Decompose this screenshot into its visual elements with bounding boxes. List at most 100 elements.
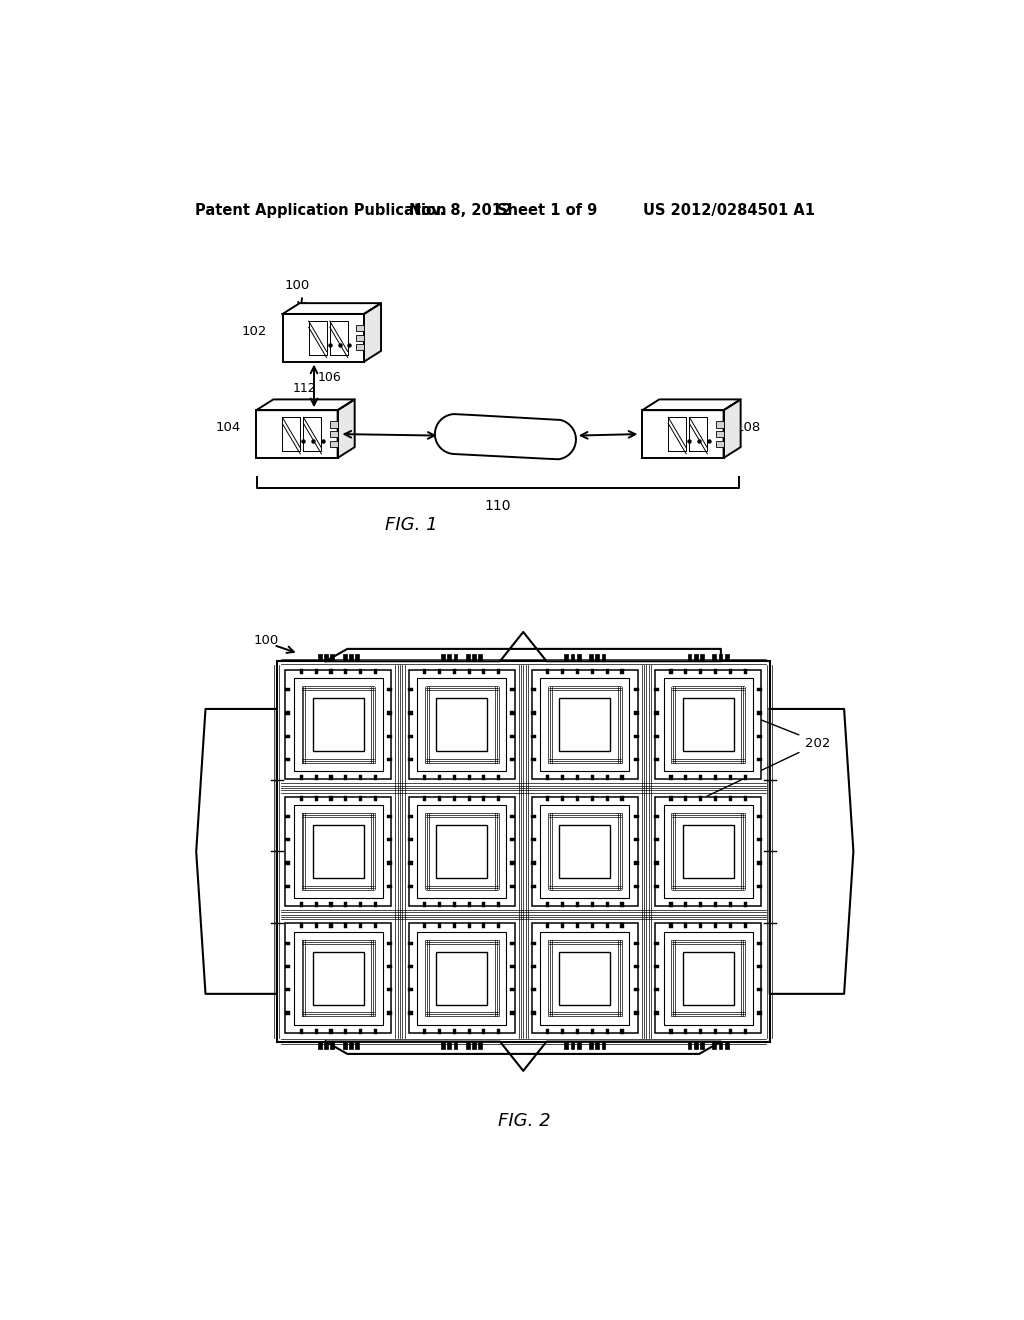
Bar: [683, 952, 733, 1005]
Bar: [595, 653, 599, 661]
Bar: [359, 902, 362, 907]
Bar: [757, 838, 762, 841]
Circle shape: [489, 391, 534, 434]
Bar: [387, 711, 392, 714]
Bar: [436, 952, 487, 1005]
Bar: [285, 989, 290, 991]
Bar: [510, 735, 515, 738]
Bar: [591, 796, 594, 801]
Bar: [531, 735, 537, 738]
Text: FIG. 2: FIG. 2: [499, 1111, 551, 1130]
Bar: [531, 688, 537, 692]
Bar: [546, 902, 549, 907]
Bar: [589, 653, 593, 661]
Bar: [743, 775, 746, 780]
Bar: [713, 1041, 716, 1049]
Bar: [684, 775, 687, 780]
Bar: [468, 902, 471, 907]
Bar: [575, 669, 579, 675]
Bar: [498, 902, 501, 907]
Text: Patent Application Publication: Patent Application Publication: [196, 203, 446, 218]
Bar: [714, 902, 717, 907]
Bar: [300, 669, 303, 675]
Bar: [408, 862, 413, 865]
Bar: [699, 796, 702, 801]
Bar: [634, 965, 639, 968]
Bar: [453, 775, 456, 780]
Bar: [757, 862, 762, 865]
Bar: [285, 711, 290, 714]
Bar: [441, 653, 445, 661]
Bar: [577, 1041, 581, 1049]
Bar: [575, 923, 579, 928]
Bar: [510, 688, 515, 692]
Bar: [359, 775, 362, 780]
Bar: [359, 669, 362, 675]
Circle shape: [519, 399, 566, 445]
Bar: [541, 678, 630, 771]
Bar: [349, 653, 352, 661]
Bar: [482, 902, 485, 907]
Bar: [300, 923, 303, 928]
Bar: [330, 775, 333, 780]
Bar: [559, 825, 610, 878]
Bar: [374, 923, 377, 928]
Bar: [714, 669, 717, 675]
Bar: [468, 669, 471, 675]
Bar: [344, 775, 347, 780]
Bar: [482, 669, 485, 675]
Bar: [729, 796, 732, 801]
Bar: [725, 653, 729, 661]
Bar: [684, 669, 687, 675]
Bar: [531, 965, 537, 968]
Bar: [700, 653, 703, 661]
Bar: [344, 923, 347, 928]
Bar: [285, 884, 290, 888]
Bar: [349, 1041, 352, 1049]
Bar: [510, 758, 515, 760]
Bar: [757, 965, 762, 968]
Bar: [531, 924, 638, 1034]
Bar: [531, 838, 537, 841]
Bar: [387, 1011, 392, 1015]
Bar: [468, 1028, 471, 1034]
Circle shape: [536, 420, 575, 459]
Bar: [441, 1041, 445, 1049]
Bar: [387, 838, 392, 841]
Bar: [591, 1028, 594, 1034]
Bar: [664, 932, 753, 1024]
Bar: [331, 1041, 334, 1049]
Bar: [498, 669, 501, 675]
Bar: [575, 796, 579, 801]
Bar: [714, 923, 717, 928]
Bar: [575, 1028, 579, 1034]
Bar: [438, 1028, 441, 1034]
Bar: [498, 775, 501, 780]
Bar: [453, 902, 456, 907]
Bar: [453, 669, 456, 675]
Text: 106: 106: [317, 371, 342, 384]
Circle shape: [480, 441, 520, 480]
Bar: [757, 688, 762, 692]
Bar: [466, 653, 470, 661]
Bar: [468, 796, 471, 801]
Bar: [283, 314, 364, 362]
Polygon shape: [326, 1041, 721, 1071]
Bar: [510, 862, 515, 865]
Bar: [570, 653, 574, 661]
Bar: [725, 1041, 729, 1049]
Bar: [531, 942, 537, 945]
Bar: [468, 923, 471, 928]
Bar: [621, 775, 624, 780]
Bar: [498, 923, 501, 928]
Polygon shape: [197, 709, 276, 994]
Bar: [285, 942, 290, 945]
Bar: [510, 942, 515, 945]
Bar: [285, 758, 290, 760]
Bar: [409, 796, 515, 907]
Bar: [601, 653, 605, 661]
Bar: [670, 669, 673, 675]
Bar: [374, 796, 377, 801]
Bar: [575, 902, 579, 907]
Bar: [546, 775, 549, 780]
